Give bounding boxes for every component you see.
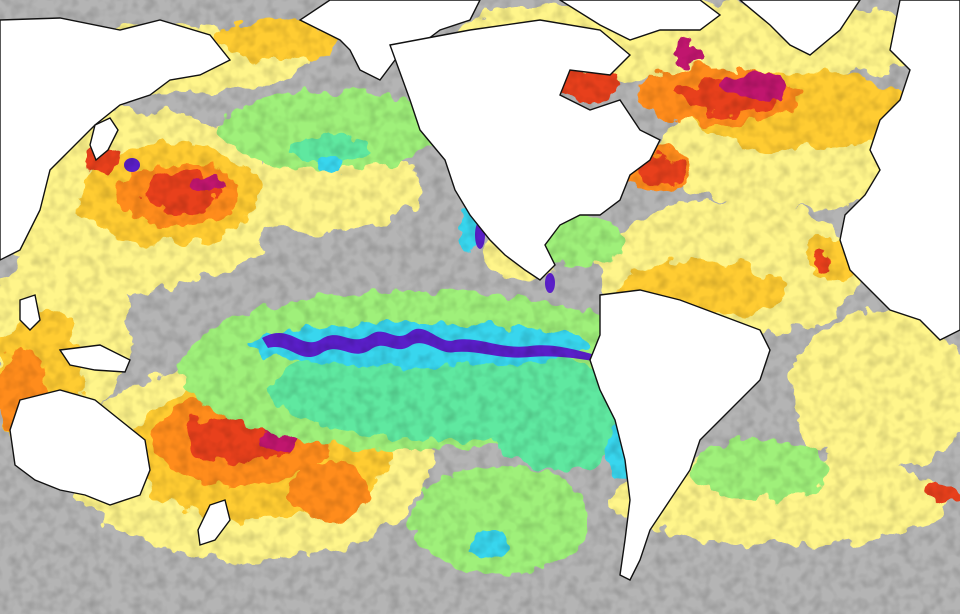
- landmass-south-america: [589, 289, 771, 581]
- landmass-philippines: [19, 294, 41, 331]
- landmass-greenland: [738, 0, 861, 56]
- landmass-north-america: [389, 19, 661, 281]
- landmass-africa-europe: [839, 0, 960, 341]
- landmass-alaska: [298, 0, 481, 81]
- landmass-japan: [89, 117, 119, 162]
- landmass-australia: [9, 389, 151, 506]
- landmass-new-guinea: [58, 344, 131, 373]
- land-masses: [0, 0, 960, 581]
- landmass-new-zealand: [197, 499, 231, 546]
- landmass-canada-arctic: [558, 0, 722, 41]
- landmass-asia: [0, 17, 232, 261]
